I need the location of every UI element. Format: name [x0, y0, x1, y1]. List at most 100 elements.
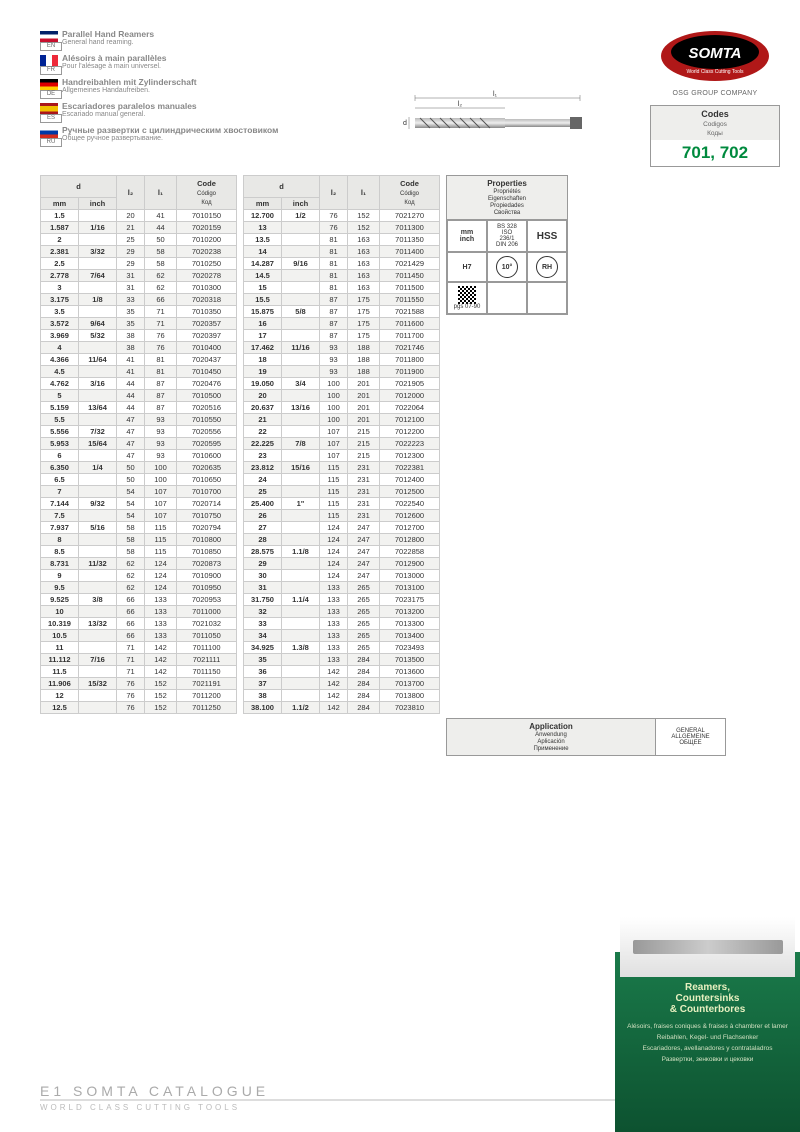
table-row: 438767010400 [41, 342, 237, 354]
table-row: 11711427011100 [41, 642, 237, 654]
flag-es-icon [40, 103, 58, 114]
table-row: 7.1449/32541077020714 [41, 498, 237, 510]
table-row: 361422847013600 [244, 666, 440, 678]
reamer-icon [633, 940, 783, 954]
table-row: 331332657013300 [244, 618, 440, 630]
osg-company: OSG GROUP COMPANY [650, 90, 780, 97]
application-row: ApplicationAnwendungAplicaciónПрименение… [242, 718, 726, 756]
table-row: 15.8755/8871757021588 [244, 306, 440, 318]
table-row: 261152317012600 [244, 510, 440, 522]
table-row: 13761527011300 [244, 222, 440, 234]
table-row: 351332847013500 [244, 654, 440, 666]
table-row: 7541077010700 [41, 486, 237, 498]
table-row: 311332657013100 [244, 582, 440, 594]
somta-logo: SOMTA World Class Cutting Tools [660, 30, 770, 82]
table-row: 5.5567/3247937020556 [41, 426, 237, 438]
table-row: 25.4001"1152317022540 [244, 498, 440, 510]
table-row: 381422847013800 [244, 690, 440, 702]
table-row: 8.5581157010850 [41, 546, 237, 558]
table-row: 18931887011800 [244, 354, 440, 366]
flag-fr-icon [40, 55, 58, 66]
table-row: 28.5751.1/81242477022858 [244, 546, 440, 558]
svg-text:l₂: l₂ [458, 101, 463, 108]
table-row: 14811637011400 [244, 246, 440, 258]
table-row: 31.7501.1/41332657023175 [244, 594, 440, 606]
category-sidebar: Reamers,Countersinks& Counterbores Aléso… [615, 912, 800, 1132]
multilang-titles: ENParallel Hand ReamersGeneral hand ream… [40, 30, 330, 167]
svg-text:World Class Cutting Tools: World Class Cutting Tools [686, 69, 744, 75]
table-row: 10.31913/32661337021032 [41, 618, 237, 630]
table-row: 34.9251.3/81332657023493 [244, 642, 440, 654]
table-row: 11.1127/16711427021111 [41, 654, 237, 666]
table-row: 5.15913/6444877020516 [41, 402, 237, 414]
table-row: 9621247010900 [41, 570, 237, 582]
table-row: 17.46211/16931887021746 [244, 342, 440, 354]
category-title: Reamers,Countersinks& Counterbores [627, 982, 788, 1015]
table-row: 201002017012000 [244, 390, 440, 402]
lang-row-ES: ESEscariadores paralelos manualesEscaria… [40, 102, 330, 123]
table-row: 10.5661337011050 [41, 630, 237, 642]
table-row: 3.9695/3238767020397 [41, 330, 237, 342]
table-row: 9.5621247010950 [41, 582, 237, 594]
product-codes: 701, 702 [651, 140, 779, 166]
table-row: 11.90615/32761527021191 [41, 678, 237, 690]
table-row: 3.1751/833667020318 [41, 294, 237, 306]
flag-ru-icon [40, 127, 58, 138]
table-row: 4.541817010450 [41, 366, 237, 378]
lang-row-FR: FRAlésoirs à main parallèlesPour l'alésa… [40, 54, 330, 75]
svg-text:l₁: l₁ [493, 91, 498, 98]
table-row: 321332657013200 [244, 606, 440, 618]
table-row: 341332657013400 [244, 630, 440, 642]
tool-diagram: l₁ l₂ d [395, 30, 585, 167]
tables-row: dl₂l₁CodeCódigoКодmminch1.5204170101501.… [40, 175, 780, 714]
table-row: 331627010300 [41, 282, 237, 294]
table-row: 211002017012100 [244, 414, 440, 426]
table-row: 11.5711427011150 [41, 666, 237, 678]
table-row: 271242477012700 [244, 522, 440, 534]
qr-icon [458, 286, 476, 304]
table-row: 19931887011900 [244, 366, 440, 378]
table-row: 16871757011600 [244, 318, 440, 330]
spec-table-1: dl₂l₁CodeCódigoКодmminch1.5204170101501.… [40, 175, 237, 714]
table-row: 20.63713/161002017022064 [244, 402, 440, 414]
logo-area: SOMTA World Class Cutting Tools OSG GROU… [650, 30, 780, 167]
table-row: 3.5729/6435717020357 [41, 318, 237, 330]
table-row: 647937010600 [41, 450, 237, 462]
table-row: 1.5871/1621447020159 [41, 222, 237, 234]
table-row: 15.5871757011550 [244, 294, 440, 306]
table-row: 3.535717010350 [41, 306, 237, 318]
application-box: ApplicationAnwendungAplicaciónПрименение… [446, 718, 726, 756]
table-row: 221072157012200 [244, 426, 440, 438]
lang-row-RU: RUРучные развертки с цилиндрическим хвос… [40, 126, 330, 147]
table-row: 5.547937010550 [41, 414, 237, 426]
table-row: 38.1001.1/21422847023810 [244, 702, 440, 714]
catalogue-title: E1 SOMTA CATALOGUE [40, 1083, 705, 1099]
table-row: 4.36611/6441817020437 [41, 354, 237, 366]
table-row: 17871757011700 [244, 330, 440, 342]
table-row: 9.5253/8661337020953 [41, 594, 237, 606]
table-row: 6.5501007010650 [41, 474, 237, 486]
table-row: 12761527011200 [41, 690, 237, 702]
table-row: 12.5761527011250 [41, 702, 237, 714]
table-row: 2.3813/3229587020238 [41, 246, 237, 258]
flag-en-icon [40, 31, 58, 42]
table-row: 301242477013000 [244, 570, 440, 582]
properties-panel: PropertiesPropriétésEigenschaftenPropied… [446, 175, 568, 714]
table-row: 5.95315/6447937020595 [41, 438, 237, 450]
table-row: 2.529587010250 [41, 258, 237, 270]
table-row: 231072157012300 [244, 450, 440, 462]
table-row: 251152317012500 [244, 486, 440, 498]
table-row: 10661337011000 [41, 606, 237, 618]
table-row: 12.7001/2761527021270 [244, 210, 440, 222]
svg-text:d: d [403, 120, 407, 127]
table-row: 6.3501/4501007020635 [41, 462, 237, 474]
table-row: 14.2879/16811637021429 [244, 258, 440, 270]
table-row: 281242477012800 [244, 534, 440, 546]
table-row: 4.7623/1644877020476 [41, 378, 237, 390]
header: ENParallel Hand ReamersGeneral hand ream… [40, 30, 780, 167]
table-row: 13.5811637011350 [244, 234, 440, 246]
table-row: 241152317012400 [244, 474, 440, 486]
svg-text:SOMTA: SOMTA [688, 45, 741, 62]
table-row: 225507010200 [41, 234, 237, 246]
table-row: 23.81215/161152317022381 [244, 462, 440, 474]
